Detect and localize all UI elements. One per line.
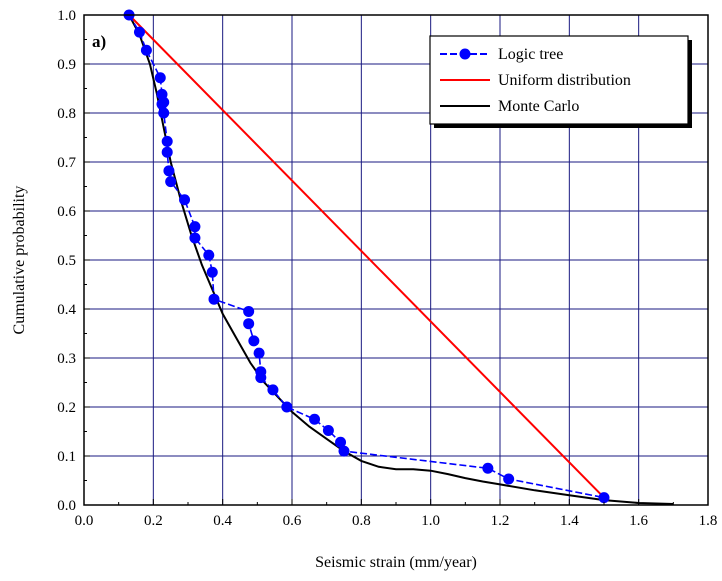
logic-tree-marker [243, 318, 255, 330]
x-tick-label: 0.2 [144, 513, 163, 529]
logic-tree-marker [322, 425, 334, 437]
logic-tree-marker [161, 135, 173, 147]
uniform-distribution-line [128, 14, 605, 499]
logic-tree-marker [154, 72, 166, 84]
logic-tree-marker [140, 44, 152, 56]
monte-carlo-line [128, 14, 674, 505]
legend: Logic tree Uniform distribution Monte Carl… [429, 35, 692, 128]
logic-tree-marker [165, 176, 177, 188]
x-tick-label: 0.6 [283, 513, 302, 529]
logic-tree-marker [189, 221, 201, 233]
x-tick-label: 1.6 [629, 513, 648, 529]
y-tick-label: 0.9 [57, 57, 76, 73]
logic-tree-marker [179, 194, 191, 206]
logic-tree-marker [267, 384, 279, 396]
logic-tree-marker [253, 347, 265, 359]
x-tick-label: 0.4 [213, 513, 232, 529]
legend-label-uniform-distribution: Uniform distribution [498, 72, 631, 89]
y-axis-label: Cumulative probability [11, 186, 28, 335]
legend-marker-logic-tree [459, 48, 471, 60]
y-tick-label: 0.0 [57, 498, 76, 514]
logic-tree-marker [243, 305, 255, 317]
series-layer [123, 9, 674, 505]
logic-tree-marker [503, 473, 515, 485]
logic-tree-marker [156, 98, 168, 110]
logic-tree-marker [255, 372, 267, 384]
y-tick-label: 0.6 [57, 204, 76, 220]
logic-tree-marker [248, 335, 260, 347]
y-tick-label: 0.8 [57, 106, 76, 122]
logic-tree-marker [309, 413, 321, 425]
y-tick-label: 0.1 [57, 449, 76, 465]
logic-tree-marker [163, 165, 175, 177]
logic-tree-marker [189, 232, 201, 244]
x-tick-label: 0.0 [75, 513, 94, 529]
logic-tree-marker [206, 266, 218, 278]
logic-tree-marker [482, 462, 494, 474]
logic-tree-marker [281, 401, 293, 413]
logic-tree-marker [335, 436, 347, 448]
logic-tree-marker [203, 249, 215, 261]
logic-tree-marker [158, 107, 170, 119]
y-tick-label: 0.2 [57, 400, 76, 416]
legend-label-logic-tree: Logic tree [498, 46, 563, 63]
x-tick-label: 0.8 [352, 513, 371, 529]
legend-label-monte-carlo: Monte Carlo [498, 98, 579, 115]
x-tick-label: 1.2 [491, 513, 510, 529]
y-tick-label: 0.4 [57, 302, 76, 318]
logic-tree-marker [133, 26, 145, 38]
logic-tree-marker [208, 293, 220, 305]
x-tick-label: 1.4 [560, 513, 579, 529]
y-tick-label: 1.0 [57, 8, 76, 24]
y-tick-label: 0.5 [57, 253, 76, 269]
x-tick-label: 1.0 [421, 513, 440, 529]
logic-tree-marker [598, 492, 610, 504]
x-axis-label: Seismic strain (mm/year) [315, 554, 477, 571]
x-tick-label: 1.8 [699, 513, 718, 529]
y-tick-label: 0.7 [57, 155, 76, 171]
logic-tree-marker [338, 445, 350, 457]
panel-label: a) [92, 32, 106, 51]
axis-ticks: 0.0 0.2 0.4 0.6 0.8 1.0 1.2 1.4 1.6 1.8 0.0 0.1 0.2 0… [57, 8, 717, 529]
y-tick-label: 0.3 [57, 351, 76, 367]
logic-tree-marker [161, 146, 173, 158]
